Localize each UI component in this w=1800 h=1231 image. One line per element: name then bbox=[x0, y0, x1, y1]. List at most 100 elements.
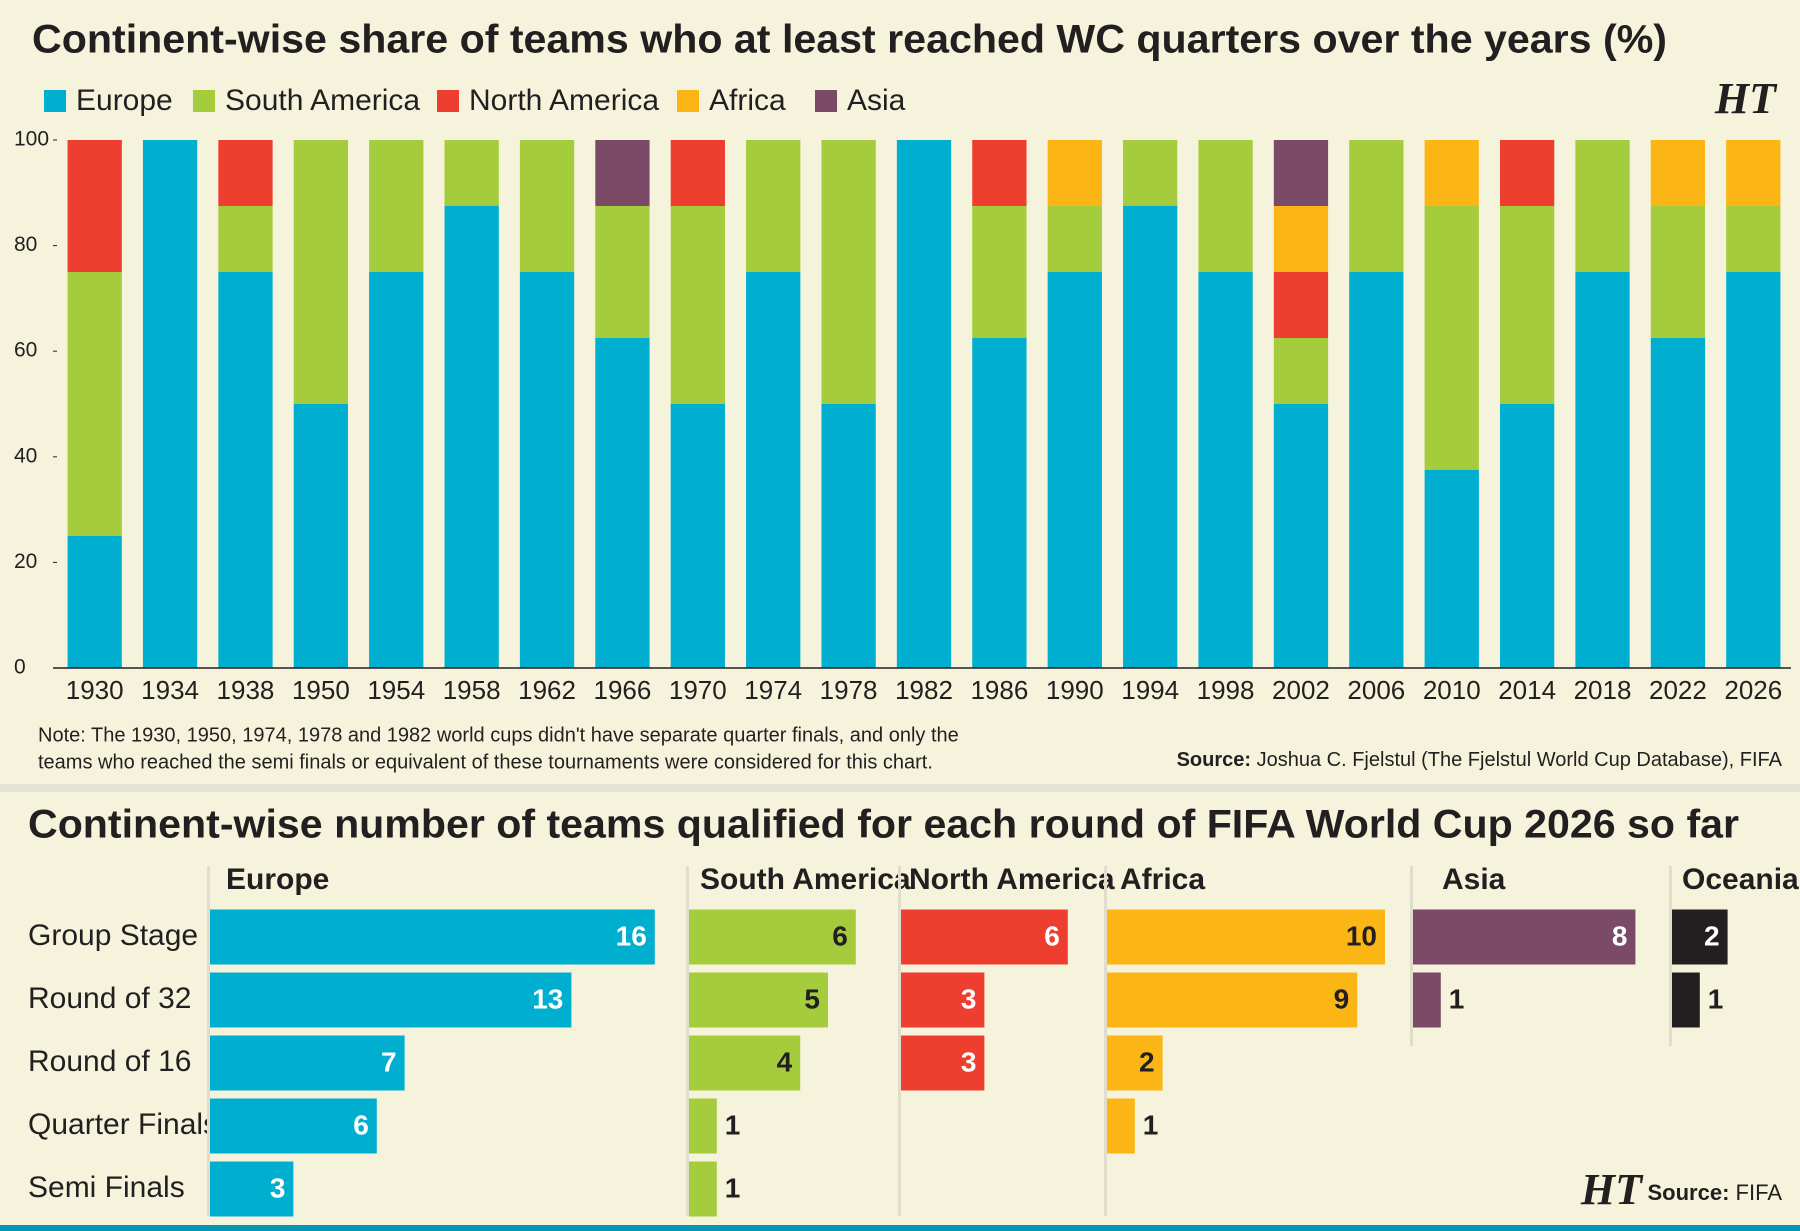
bar bbox=[689, 972, 828, 1028]
panel-shadow bbox=[1104, 866, 1107, 1216]
bar-segment bbox=[444, 140, 499, 206]
bar-segment bbox=[1726, 140, 1781, 206]
bar bbox=[1107, 909, 1385, 965]
bar-segment bbox=[519, 272, 575, 668]
chart-title: Continent-wise share of teams who at lea… bbox=[32, 18, 1667, 62]
value-label: 6 bbox=[832, 920, 848, 951]
panel-header: North America bbox=[909, 863, 1115, 896]
value-label: 6 bbox=[1044, 920, 1060, 951]
bar-segment bbox=[595, 140, 650, 206]
bar bbox=[210, 1161, 294, 1217]
bar-segment bbox=[369, 140, 424, 272]
legend-swatch bbox=[815, 90, 837, 112]
bar bbox=[689, 1098, 717, 1154]
bar-segment bbox=[519, 140, 575, 272]
bar bbox=[901, 1035, 985, 1091]
y-tick-label: 20 bbox=[14, 550, 37, 573]
legend-label: Africa bbox=[709, 84, 786, 117]
chart-title: Continent-wise number of teams qualified… bbox=[28, 803, 1739, 847]
x-tick-label: 2014 bbox=[1498, 675, 1556, 705]
bar-segment bbox=[1273, 404, 1329, 668]
bar-segment bbox=[821, 404, 876, 668]
bar-segment bbox=[218, 140, 273, 206]
bar-segment bbox=[218, 206, 273, 272]
x-tick-label: 1998 bbox=[1197, 675, 1255, 705]
source: Source: FIFA bbox=[1648, 1180, 1783, 1205]
bar bbox=[1413, 909, 1636, 965]
value-label: 16 bbox=[616, 920, 647, 951]
category-label: Semi Finals bbox=[28, 1171, 185, 1204]
x-tick-label: 1986 bbox=[970, 675, 1028, 705]
category-label: Group Stage bbox=[28, 919, 198, 952]
bar-segment bbox=[142, 140, 198, 668]
value-label: 7 bbox=[381, 1046, 397, 1077]
bar-segment bbox=[746, 272, 801, 668]
value-label: 1 bbox=[725, 1172, 741, 1203]
bar bbox=[1107, 972, 1358, 1028]
bar-segment bbox=[1273, 272, 1329, 338]
bar-segment bbox=[67, 140, 122, 272]
y-tick-label: 100 bbox=[14, 128, 49, 151]
panel-shadow bbox=[1669, 866, 1672, 1046]
y-tick-label: 0 bbox=[14, 656, 26, 679]
logo: HT bbox=[1580, 1165, 1644, 1214]
bar-segment bbox=[1273, 338, 1329, 404]
panel-header: Europe bbox=[226, 863, 329, 896]
bar-segment bbox=[1575, 140, 1630, 272]
bar-segment bbox=[1047, 272, 1102, 668]
value-label: 10 bbox=[1346, 920, 1377, 951]
panel-header: Asia bbox=[1442, 863, 1506, 896]
panel-shadow bbox=[686, 866, 689, 1216]
value-label: 2 bbox=[1139, 1046, 1155, 1077]
bar bbox=[210, 972, 572, 1028]
bar bbox=[689, 909, 856, 965]
bar-segment bbox=[595, 206, 650, 338]
bar bbox=[1413, 972, 1441, 1028]
x-tick-label: 1974 bbox=[744, 675, 802, 705]
bar-segment bbox=[1273, 206, 1329, 272]
bar-segment bbox=[293, 404, 349, 668]
legend-swatch bbox=[677, 90, 699, 112]
value-label: 8 bbox=[1612, 920, 1628, 951]
category-label: Round of 16 bbox=[28, 1045, 191, 1078]
bar bbox=[1107, 1035, 1163, 1091]
bar bbox=[1672, 972, 1700, 1028]
y-tick-label: 80 bbox=[14, 233, 37, 256]
bar-segment bbox=[1499, 206, 1555, 404]
x-tick-label: 2026 bbox=[1724, 675, 1782, 705]
category-label: Quarter Finals bbox=[28, 1108, 218, 1141]
bar-segment bbox=[1123, 140, 1178, 206]
x-tick-label: 1962 bbox=[518, 675, 576, 705]
legend-swatch bbox=[44, 90, 66, 112]
bar-segment bbox=[1123, 206, 1178, 668]
bar-segment bbox=[1273, 140, 1329, 206]
x-tick-label: 1978 bbox=[820, 675, 878, 705]
source-label: Source: bbox=[1177, 749, 1251, 771]
bar bbox=[901, 972, 985, 1028]
source-label: Source: bbox=[1648, 1180, 1730, 1205]
bottom-border bbox=[0, 1225, 1800, 1231]
bar-segment bbox=[746, 140, 801, 272]
bar-segment bbox=[670, 404, 725, 668]
panel-shadow bbox=[207, 866, 210, 1216]
bar-segment bbox=[595, 338, 650, 668]
bar-segment bbox=[972, 206, 1027, 338]
x-tick-label: 1950 bbox=[292, 675, 350, 705]
y-tick-label: 60 bbox=[14, 339, 37, 362]
bar bbox=[210, 1035, 405, 1091]
value-label: 3 bbox=[961, 1046, 977, 1077]
legend-swatch bbox=[437, 90, 459, 112]
separator bbox=[0, 784, 1800, 792]
x-tick-label: 1966 bbox=[594, 675, 652, 705]
value-label: 2 bbox=[1704, 920, 1720, 951]
value-label: 1 bbox=[1449, 983, 1465, 1014]
bar-segment bbox=[67, 536, 122, 668]
bar-segment bbox=[369, 272, 424, 668]
legend-label: North America bbox=[469, 84, 659, 117]
bar-segment bbox=[1650, 140, 1706, 206]
bar-segment bbox=[444, 206, 499, 668]
value-label: 4 bbox=[777, 1046, 793, 1077]
legend-swatch bbox=[193, 90, 215, 112]
x-tick-label: 1982 bbox=[895, 675, 953, 705]
bar-segment bbox=[1650, 338, 1706, 668]
